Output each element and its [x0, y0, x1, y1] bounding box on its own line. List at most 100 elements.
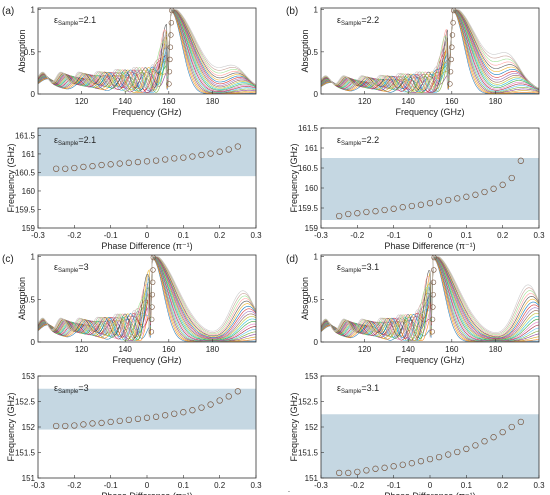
peak-marker — [430, 291, 436, 298]
absorption-series-line — [321, 256, 539, 338]
y-tick-label: 153 — [305, 372, 319, 381]
peak-marker — [447, 68, 454, 75]
epsilon-subscript: Sample — [58, 21, 79, 27]
data-point — [417, 201, 425, 208]
data-point — [62, 165, 69, 172]
y-tick-label: 161 — [305, 144, 319, 153]
panel-label: (a) — [2, 6, 14, 17]
peak-marker — [450, 20, 456, 26]
stop-band — [321, 158, 539, 220]
y-tick-label: 1 — [314, 253, 319, 262]
data-point — [426, 200, 434, 207]
data-point — [198, 151, 205, 159]
epsilon-subscript: Sample — [341, 21, 362, 27]
data-point — [134, 415, 142, 422]
peak-marker — [150, 267, 156, 273]
y-tick-label: 0.5 — [24, 48, 36, 57]
x-tick-label: 0.1 — [178, 481, 190, 490]
data-point — [445, 451, 452, 458]
x-axis-label: Phase Difference (π⁻¹) — [101, 241, 192, 251]
x-tick-label: 160 — [445, 97, 459, 106]
x-tick-label: 0.2 — [497, 231, 509, 240]
data-point — [152, 413, 160, 420]
x-tick-label: 0 — [428, 481, 433, 490]
x-tick-label: -0.3 — [31, 231, 45, 240]
absorption-series-line — [38, 9, 256, 89]
y-tick-label: 159.5 — [298, 204, 319, 213]
epsilon-subscript: Sample — [341, 268, 362, 274]
data-point — [53, 165, 60, 172]
y-tick-label: 1 — [31, 253, 36, 262]
y-axis-label: Frequency (GHz) — [289, 392, 299, 461]
absorption-series-line — [38, 9, 256, 92]
x-tick-label: -0.3 — [31, 481, 45, 490]
y-axis-label: Absorption — [300, 29, 310, 72]
absorption-series-line — [38, 9, 256, 89]
data-point — [225, 393, 232, 400]
data-point — [234, 388, 241, 395]
data-point — [399, 204, 406, 211]
epsilon-symbol: ε — [54, 135, 58, 145]
x-tick-label: 160 — [162, 345, 176, 354]
absorption-series-line — [38, 9, 256, 92]
y-tick-label: 0.5 — [307, 295, 319, 304]
peak-marker — [431, 267, 437, 273]
chart-panel-6: -0.3 -0.2 -0.1 0 0.1 0.2 0.3 151 151.5 152 152.5 15… — [6, 372, 262, 495]
peak-marker — [149, 304, 155, 310]
data-point — [98, 419, 105, 427]
data-point — [180, 154, 187, 161]
data-point — [189, 407, 196, 414]
plot-area — [321, 157, 539, 220]
data-point — [463, 445, 470, 453]
peak-marker — [447, 81, 453, 87]
data-point — [472, 191, 479, 198]
chart-panel-4: -0.3 -0.2 -0.1 0 0.1 0.2 0.3 159 159.5 160 160.5 16… — [289, 124, 545, 251]
data-point — [171, 410, 178, 417]
epsilon-symbol: ε — [54, 15, 58, 25]
epsilon-annotation: εSample=2.1 — [54, 135, 96, 147]
absorption-series-line — [321, 256, 539, 338]
data-point — [381, 464, 388, 471]
x-axis-label: Phase Difference (π⁻¹) — [101, 491, 192, 495]
x-tick-label: 0.3 — [250, 231, 262, 240]
panel-label: (b) — [286, 6, 298, 17]
epsilon-value: =2.2 — [361, 135, 379, 145]
data-point — [435, 198, 443, 205]
x-axis-label: Phase Difference (π⁻¹) — [384, 241, 475, 251]
epsilon-subscript: Sample — [58, 389, 79, 395]
x-tick-label: -0.1 — [104, 231, 118, 240]
epsilon-subscript: Sample — [341, 141, 362, 147]
peak-marker — [167, 56, 173, 63]
x-tick-label: 140 — [402, 345, 416, 354]
y-tick-label: 0 — [31, 90, 36, 99]
y-tick-label: 160.5 — [298, 164, 319, 173]
data-point — [107, 418, 114, 426]
x-tick-label: 140 — [402, 97, 416, 106]
epsilon-symbol: ε — [337, 383, 341, 393]
data-point — [216, 397, 223, 404]
x-tick-label: -0.1 — [387, 231, 401, 240]
epsilon-value: =3.1 — [361, 383, 379, 393]
data-point — [345, 210, 352, 218]
data-point — [399, 461, 406, 468]
x-tick-label: 140 — [119, 97, 133, 106]
x-tick-label: -0.2 — [67, 481, 81, 490]
data-point — [490, 434, 497, 441]
data-point — [116, 417, 123, 425]
data-point — [143, 414, 151, 421]
data-point — [517, 157, 524, 164]
peak-marker — [429, 316, 436, 323]
absorption-series-line — [38, 9, 256, 91]
data-point — [354, 210, 361, 217]
y-tick-label: 152.5 — [15, 398, 36, 407]
chart-panel-5: 120 140 160 180 0 0.5 1 Frequency (GHz) Absorpti… — [2, 253, 257, 365]
plot-area — [321, 255, 539, 342]
absorption-series-line — [321, 9, 539, 90]
x-tick-label: 120 — [358, 345, 372, 354]
x-tick-label: 160 — [162, 97, 176, 106]
data-point — [445, 196, 452, 204]
y-axis-label: Frequency (GHz) — [6, 143, 16, 212]
y-tick-label: 160.5 — [15, 168, 36, 177]
epsilon-annotation: εSample=3 — [54, 383, 89, 395]
absorption-series-line — [321, 256, 539, 339]
